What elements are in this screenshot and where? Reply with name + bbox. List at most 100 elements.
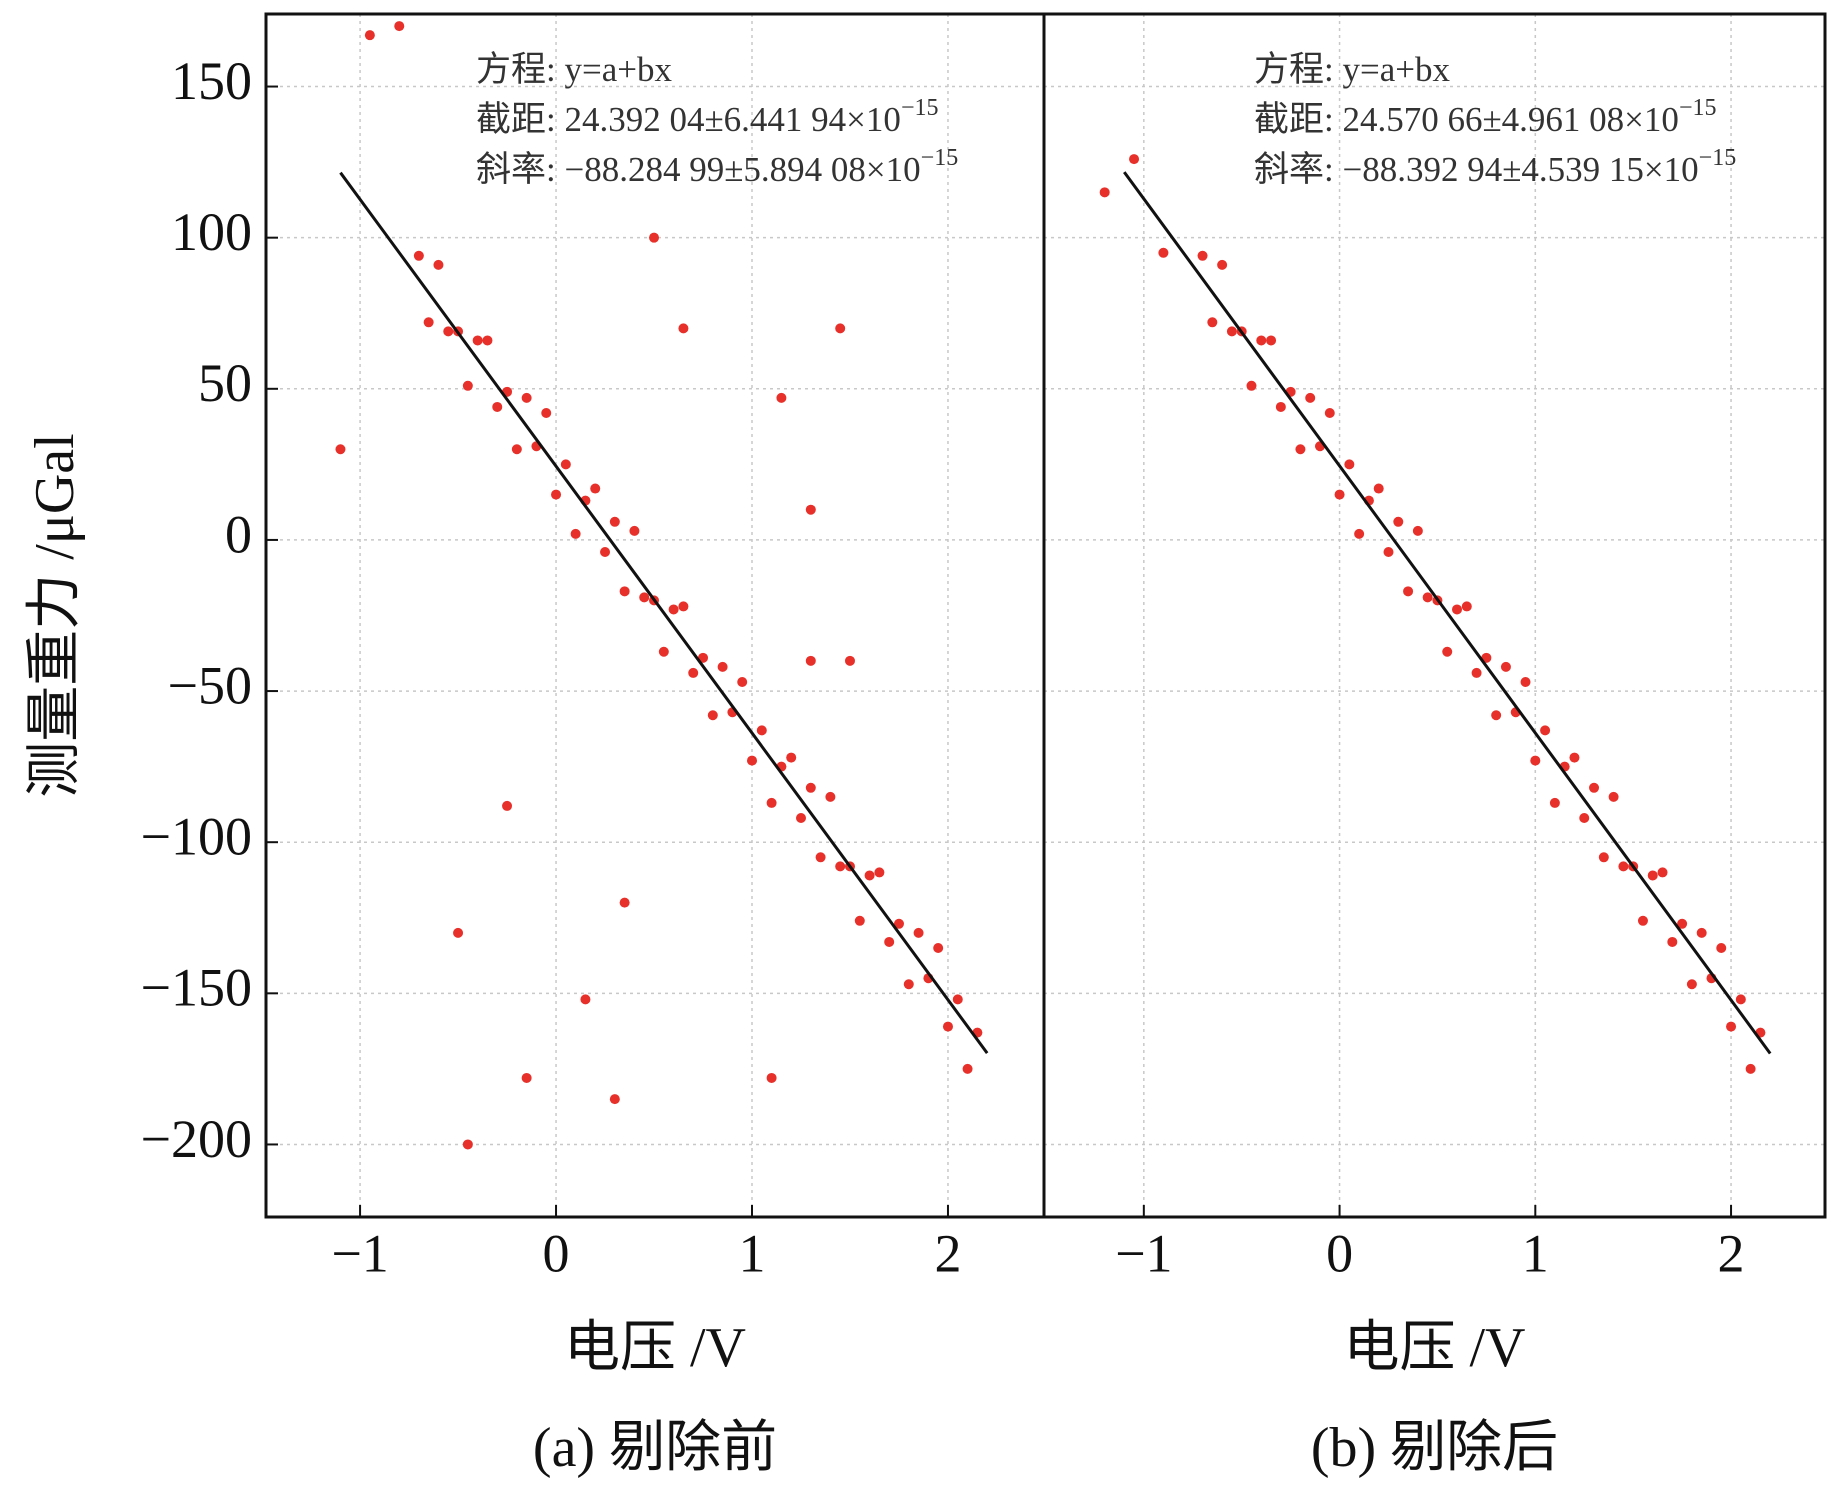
y-axis-label: 测量重力 /μGal [24,433,86,797]
point [1442,646,1453,657]
point [1677,918,1688,929]
point [1403,586,1414,597]
point [433,259,444,270]
point [560,459,571,470]
point [913,927,924,938]
point [864,870,875,881]
point [795,813,806,824]
point [1735,994,1746,1005]
point [678,601,689,612]
point [1373,483,1384,494]
point [1452,604,1463,615]
point [884,936,895,947]
annotation: 方程: y=a+bx [476,50,672,89]
point [1726,1021,1737,1032]
point [1334,489,1345,500]
point [521,1072,532,1083]
y-tick-label: 50 [198,353,252,413]
point [1461,601,1472,612]
point [962,1063,973,1074]
point [1295,444,1306,455]
point [766,1072,777,1083]
y-tick-label: −200 [141,1109,252,1169]
point [668,604,679,615]
annotation: 截距: 24.570 66±4.961 08×10−15 [1254,95,1716,140]
point [903,979,914,990]
point [1158,247,1169,258]
point [1745,1063,1756,1074]
point [1618,861,1629,872]
point [952,994,963,1005]
point [1569,752,1580,763]
y-tick-label: −100 [141,807,252,867]
point [511,444,522,455]
point [1383,547,1394,558]
point [1657,867,1668,878]
y-tick-label: −150 [141,958,252,1018]
point [1589,782,1600,793]
annotation-text: 截距: 24.570 66±4.961 08×10 [1254,100,1679,139]
point [619,897,630,908]
annotation-exponent: −15 [901,95,939,121]
point [805,782,816,793]
annotation: 斜率: −88.392 94±4.539 15×10−15 [1254,145,1736,190]
point [688,667,699,678]
point [492,401,503,412]
point [1608,791,1619,802]
point [639,592,650,603]
annotation-exponent: −15 [1699,145,1737,171]
point [1099,187,1110,198]
point [364,30,375,41]
point [1686,979,1697,990]
point [717,661,728,672]
x-axis-label: 电压 /V [1344,1317,1526,1379]
annotation-text: 截距: 24.392 04±6.441 94×10 [476,100,901,139]
point [472,335,483,346]
annotation-text: 方程: y=a+bx [476,50,672,89]
y-tick-label: 100 [171,202,252,262]
point [1471,667,1482,678]
plot-frame [264,12,1046,1219]
point [1422,592,1433,603]
point [1207,317,1218,328]
point [1491,710,1502,721]
point [649,232,660,243]
point [1598,852,1609,863]
point [1275,401,1286,412]
point [1549,797,1560,808]
point [1256,335,1267,346]
point [776,392,787,403]
point [502,800,513,811]
annotation: 斜率: −88.284 99±5.894 08×10−15 [476,145,958,190]
annotation-exponent: −15 [1679,95,1717,121]
point [1520,676,1531,687]
point [805,504,816,515]
annotation-text: 斜率: −88.392 94±4.539 15×10 [1254,150,1699,189]
point [394,21,405,32]
point [1305,392,1316,403]
point [551,489,562,500]
point [933,942,944,953]
point [756,725,767,736]
point [874,867,885,878]
point [590,483,601,494]
annotation-text: 方程: y=a+bx [1254,50,1450,89]
point [462,380,473,391]
point [698,652,709,663]
point [443,326,454,337]
point [786,752,797,763]
point [815,852,826,863]
point [541,407,552,418]
y-tick-label: 0 [225,504,252,564]
point [609,1094,620,1105]
point [1637,915,1648,926]
point [1354,528,1365,539]
point [678,323,689,334]
annotation: 截距: 24.392 04±6.441 94×10−15 [476,95,938,140]
point [335,444,346,455]
caption: (a) 剔除前 [533,1417,777,1479]
plot-frame [1042,12,1827,1219]
point [805,655,816,666]
point [1579,813,1590,824]
